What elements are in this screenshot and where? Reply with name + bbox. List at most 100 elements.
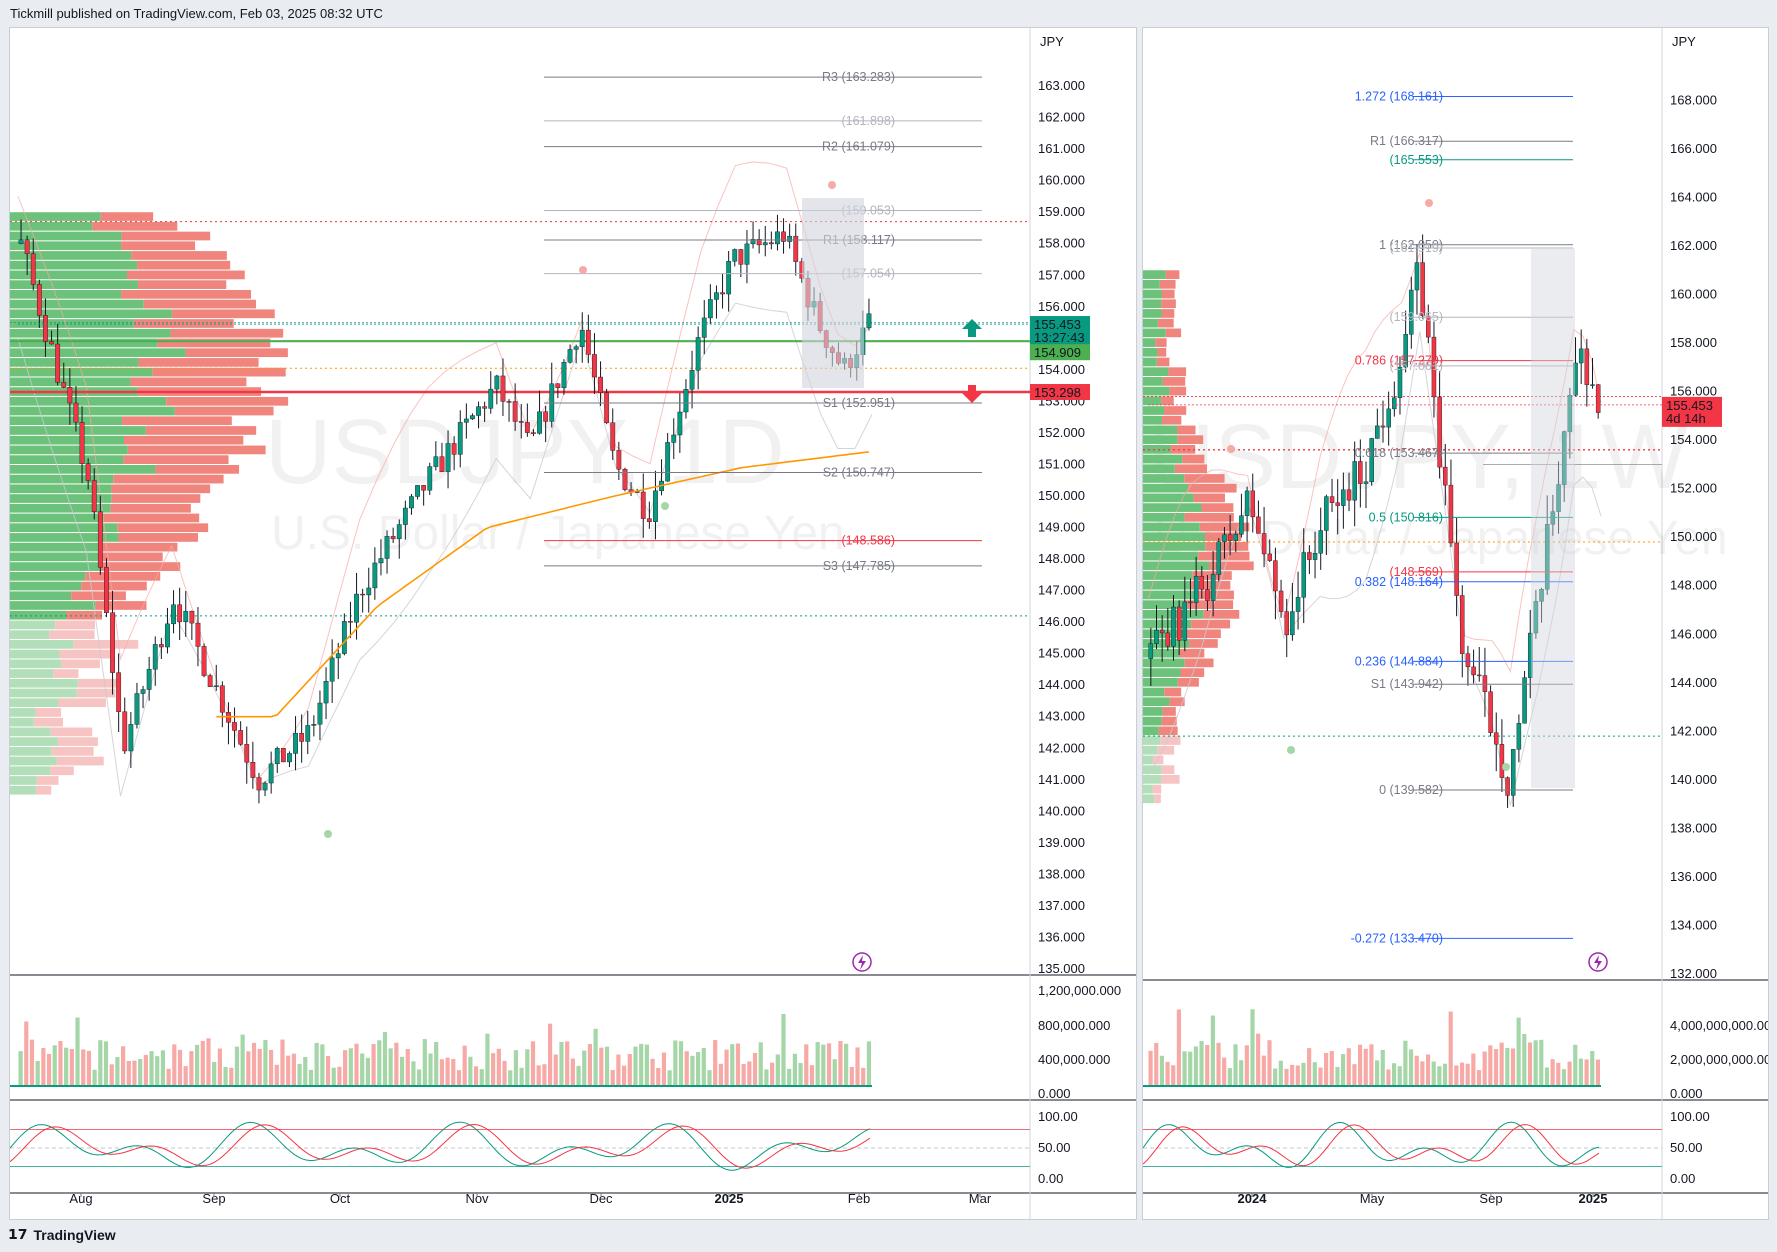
candle-body — [439, 456, 445, 472]
time-tick-label: 2025 — [715, 1191, 744, 1206]
volume-bar — [1425, 1054, 1431, 1086]
volume-bar — [855, 1047, 860, 1086]
candle-body — [1448, 484, 1454, 544]
volume-bar — [1210, 1015, 1215, 1086]
price-tick-label: 134.000 — [1670, 917, 1717, 932]
volume-bar — [650, 1058, 655, 1086]
volume-bar — [1437, 1066, 1442, 1086]
volume-bar — [616, 1054, 621, 1086]
daily-chart-svg[interactable]: USDJPY, 1DU.S. Dollar / Japanese Yen R3 (… — [10, 28, 1136, 1219]
volume-profile-up-bar — [10, 299, 144, 309]
level-label: R1 (166.317) — [1370, 134, 1443, 148]
bollinger-upper-line — [1147, 252, 1602, 674]
price-tick-label: 160.000 — [1670, 287, 1717, 302]
weekly-chart-pane[interactable]: USDJPY, 1W U.S. Dollar / Japanese Yen 1.27… — [1142, 27, 1769, 1220]
volume-bar — [377, 1040, 382, 1086]
volume-bar — [92, 1069, 97, 1086]
volume-bar — [559, 1042, 564, 1086]
candle-body — [689, 370, 695, 390]
volume-bar — [701, 1047, 706, 1086]
candle-body — [561, 362, 567, 388]
time-tick-label: May — [1360, 1191, 1385, 1206]
volume-profile-down-bar — [66, 610, 103, 620]
volume-profile-down-bar — [1199, 522, 1250, 532]
volume-bar — [1584, 1059, 1589, 1086]
volume-profile-down-bar — [111, 494, 201, 503]
last-price-badge — [1030, 316, 1090, 347]
time-tick-label: 2024 — [1238, 1191, 1268, 1206]
volume-bar — [1488, 1045, 1493, 1086]
volume-bar — [1510, 1048, 1516, 1086]
value-area-box — [802, 198, 864, 388]
candle-body — [494, 375, 500, 390]
volume-profile-up-bar — [1143, 309, 1162, 318]
volume-profile-up-bar — [1143, 454, 1183, 464]
volume-bar — [1256, 1033, 1261, 1086]
weekly-chart-svg[interactable]: USDJPY, 1WU.S. Dollar / Japanese Yen 1.27… — [1143, 28, 1768, 1219]
volume-bar — [1476, 1070, 1482, 1086]
candle-body — [653, 490, 658, 522]
level-label: (165.553) — [1389, 153, 1443, 167]
volume-bar — [1375, 1060, 1380, 1086]
oscillator-tick-label: 100.00 — [1670, 1109, 1710, 1124]
volume-profile-up-bar — [1143, 687, 1165, 697]
volume-tick-label: 0.000 — [1670, 1086, 1703, 1101]
candle-body — [1397, 366, 1403, 398]
price-tick-label: 162.000 — [1670, 238, 1717, 253]
volume-profile-up-bar — [1143, 794, 1155, 804]
volume-profile-down-bar — [1164, 687, 1182, 697]
price-tick-label: 135.000 — [1038, 961, 1085, 976]
tradingview-footer[interactable]: 𝟭𝟳 TradingView — [8, 1226, 116, 1243]
level-label: 0 (139.582) — [1379, 783, 1443, 797]
volume-profile-up-bar — [1143, 328, 1166, 338]
volume-profile-up-bar — [10, 659, 62, 669]
volume-bar — [1233, 1044, 1238, 1086]
volume-bar — [1352, 1064, 1357, 1086]
volume-profile-down-bar — [1208, 561, 1254, 571]
volume-bar — [1244, 1045, 1249, 1086]
candle-body — [24, 239, 30, 254]
volume-bar — [1312, 1062, 1317, 1086]
volume-bar — [172, 1044, 177, 1086]
daily-chart-pane[interactable]: USDJPY, 1D U.S. Dollar / Japanese Yen R3 (… — [9, 27, 1137, 1220]
candle-body — [463, 418, 469, 423]
volume-profile-up-bar — [1143, 775, 1161, 784]
volume-bar — [155, 1056, 160, 1086]
time-tick-label: Aug — [69, 1191, 92, 1206]
volume-bar — [1188, 1051, 1193, 1086]
volume-profile-down-bar — [36, 785, 52, 795]
volume-bar — [1307, 1048, 1312, 1086]
candle-body — [787, 235, 793, 242]
candle-body — [378, 558, 384, 564]
volume-profile-down-bar — [85, 571, 161, 581]
candle-body — [1539, 589, 1544, 602]
candle-body — [1239, 515, 1244, 535]
volume-tick-label: 4,000,000,000.000 — [1670, 1018, 1768, 1033]
candle-body — [268, 763, 274, 784]
price-tick-label: 142.000 — [1038, 740, 1085, 755]
volume-bar — [405, 1049, 410, 1086]
candle-body — [402, 507, 408, 525]
level-label: (157.061) — [1389, 359, 1443, 373]
candle-body — [433, 456, 439, 467]
candle-body — [183, 610, 189, 623]
volume-bar — [1408, 1049, 1414, 1086]
volume-profile-down-bar — [81, 581, 147, 591]
price-tick-label: 138.000 — [1670, 820, 1717, 835]
candle-body — [1420, 262, 1425, 316]
volume-profile-up-bar — [10, 591, 72, 601]
candle-body — [1409, 289, 1414, 335]
volume-bar — [1290, 1064, 1295, 1086]
volume-profile-down-bar — [1157, 318, 1174, 328]
volume-profile-down-bar — [1152, 755, 1164, 765]
volume-profile-up-bar — [1143, 299, 1162, 309]
volume-profile-up-bar — [1143, 493, 1194, 503]
volume-bar — [1505, 1047, 1510, 1086]
volume-bar — [1199, 1041, 1204, 1086]
volume-profile-down-bar — [127, 445, 266, 455]
volume-bar — [752, 1052, 758, 1086]
volume-profile-down-bar — [1157, 745, 1175, 755]
volume-bar — [371, 1044, 376, 1086]
volume-bar — [160, 1050, 166, 1086]
volume-profile-down-bar — [100, 212, 154, 221]
